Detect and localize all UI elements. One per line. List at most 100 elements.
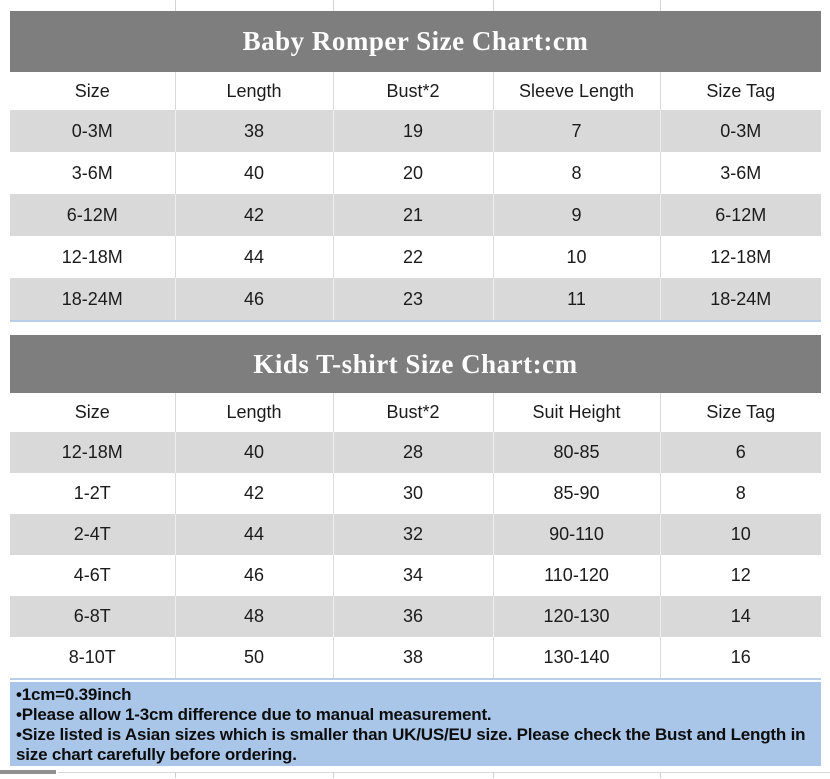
table-cell: 1-2T — [10, 473, 176, 514]
table-row: 18-24M 46 23 11 18-24M — [10, 278, 821, 320]
table-cell: 85-90 — [493, 473, 661, 514]
kids-tshirt-title-bar: Kids T-shirt Size Chart:cm — [10, 335, 821, 393]
table-row: 2-4T 44 32 90-110 10 — [10, 514, 821, 555]
table-cell: 8-10T — [10, 637, 176, 678]
table-cell: 46 — [175, 278, 334, 320]
table-cell: 36 — [333, 596, 494, 637]
table-cell: 42 — [175, 194, 334, 236]
column-header: Size — [10, 72, 176, 110]
table-cell: 0-3M — [720, 120, 762, 141]
size-chart-sheet: Baby Romper Size Chart:cm Size Length Bu… — [0, 11, 830, 779]
table-cell: 2-4T — [10, 514, 176, 555]
column-header: Length — [175, 393, 334, 432]
table-cell: 6-8T — [10, 596, 176, 637]
table-cell: 12-18M — [10, 236, 176, 278]
table-cell: 42 — [175, 473, 334, 514]
table-cell: 32 — [333, 514, 494, 555]
table-cell: 18-24M — [710, 288, 772, 309]
table-cell: 0-3M — [10, 110, 176, 152]
table-cell: 16 — [730, 647, 751, 667]
table-cell: 19 — [333, 110, 494, 152]
section-gap — [10, 322, 821, 335]
table-cell: 38 — [333, 637, 494, 678]
column-header: Suit Height — [493, 393, 661, 432]
table-cell: 110-120 — [493, 555, 661, 596]
column-header: Size — [10, 393, 176, 432]
table-cell: 6 — [735, 442, 746, 462]
baby-romper-size-table: Size Length Bust*2 Sleeve Length Size Ta… — [10, 72, 821, 320]
table-cell: 50 — [175, 637, 334, 678]
gridline-tick — [333, 0, 334, 11]
table-cell: 44 — [175, 236, 334, 278]
table-row: 8-10T 50 38 130-140 16 — [10, 637, 821, 678]
table-cell: 3-6M — [720, 162, 762, 183]
table-cell: 22 — [333, 236, 494, 278]
gridline-tick — [333, 772, 334, 778]
table-row: 6-8T 48 36 120-130 14 — [10, 596, 821, 637]
kids-tshirt-section: Kids T-shirt Size Chart:cm Size Length B… — [10, 335, 821, 680]
note-line: •Please allow 1-3cm difference due to ma… — [16, 705, 492, 724]
table-header-row: Size Length Bust*2 Sleeve Length Size Ta… — [10, 72, 821, 110]
table-row: 4-6T 46 34 110-120 12 — [10, 555, 821, 596]
column-header: Size Tag — [706, 80, 776, 101]
gridline-tick — [660, 0, 661, 11]
table-cell: 12-18M — [10, 432, 176, 473]
gridline-tick — [175, 772, 176, 778]
gridline-tick — [660, 772, 661, 778]
table-cell: 90-110 — [493, 514, 661, 555]
table-cell: 80-85 — [493, 432, 661, 473]
table-cell: 12 — [730, 565, 751, 585]
table-cell: 44 — [175, 514, 334, 555]
table-cell: 7 — [493, 110, 661, 152]
column-header: Sleeve Length — [493, 72, 661, 110]
table-cell: 8 — [493, 152, 661, 194]
gridline — [58, 772, 830, 773]
gridline-tick — [175, 0, 176, 11]
table-row: 0-3M 38 19 7 0-3M — [10, 110, 821, 152]
note-line: •1cm=0.39inch — [16, 685, 132, 704]
table-header-row: Size Length Bust*2 Suit Height Size Tag — [10, 393, 821, 432]
table-cell: 30 — [333, 473, 494, 514]
gridline-tick — [493, 772, 494, 778]
table-cell: 40 — [175, 432, 334, 473]
table-row: 12-18M 40 28 80-85 6 — [10, 432, 821, 473]
table-row: 6-12M 42 21 9 6-12M — [10, 194, 821, 236]
table-cell: 4-6T — [10, 555, 176, 596]
table-cell: 6-12M — [10, 194, 176, 236]
gridline-tick — [493, 0, 494, 11]
table-cell: 9 — [493, 194, 661, 236]
table-cell: 6-12M — [715, 204, 767, 225]
bottom-gridline-remnant — [0, 766, 830, 779]
table-cell: 120-130 — [493, 596, 661, 637]
table-cell: 12-18M — [710, 246, 772, 267]
column-header: Bust*2 — [333, 393, 494, 432]
baby-romper-title-bar: Baby Romper Size Chart:cm — [10, 11, 821, 72]
table-cell: 10 — [730, 524, 751, 544]
gridline-dash — [0, 770, 56, 774]
top-gridline-ticks — [0, 0, 830, 11]
table-cell: 23 — [333, 278, 494, 320]
table-row: 12-18M 44 22 10 12-18M — [10, 236, 821, 278]
column-header: Bust*2 — [333, 72, 494, 110]
table-cell: 40 — [175, 152, 334, 194]
table-row: 1-2T 42 30 85-90 8 — [10, 473, 821, 514]
table-cell: 11 — [493, 278, 661, 320]
table-cell: 46 — [175, 555, 334, 596]
kids-tshirt-size-table: Size Length Bust*2 Suit Height Size Tag … — [10, 393, 821, 678]
column-header: Size Tag — [706, 402, 776, 422]
notes-panel: •1cm=0.39inch •Please allow 1-3cm differ… — [10, 682, 821, 766]
table-cell: 14 — [730, 606, 751, 626]
column-header: Length — [175, 72, 334, 110]
table-cell: 48 — [175, 596, 334, 637]
table-cell: 3-6M — [10, 152, 176, 194]
table-cell: 10 — [493, 236, 661, 278]
table-cell: 21 — [333, 194, 494, 236]
table-cell: 18-24M — [10, 278, 176, 320]
table-cell: 130-140 — [493, 637, 661, 678]
table-cell: 28 — [333, 432, 494, 473]
note-line: •Size listed is Asian sizes which is sma… — [16, 725, 806, 764]
table-cell: 8 — [735, 483, 746, 503]
table-cell: 38 — [175, 110, 334, 152]
baby-romper-section: Baby Romper Size Chart:cm Size Length Bu… — [10, 11, 821, 322]
table-row: 3-6M 40 20 8 3-6M — [10, 152, 821, 194]
